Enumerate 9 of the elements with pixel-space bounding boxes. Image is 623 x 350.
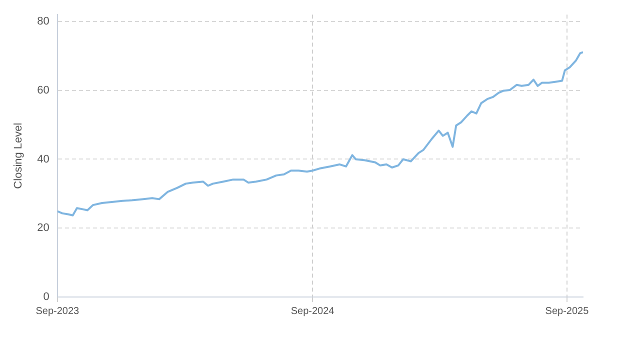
x-tick-label: Sep-2023 <box>36 306 80 317</box>
y-tick-label: 0 <box>43 291 50 304</box>
x-tick-label: Sep-2025 <box>545 306 590 317</box>
y-tick-label: 20 <box>37 222 50 234</box>
y-tick-label: 40 <box>37 153 50 166</box>
y-axis-title: Closing Level <box>12 122 25 189</box>
y-tick-label: 80 <box>37 16 50 28</box>
x-tick-label: Sep-2024 <box>290 306 335 317</box>
y-tick-label: 60 <box>37 84 50 96</box>
